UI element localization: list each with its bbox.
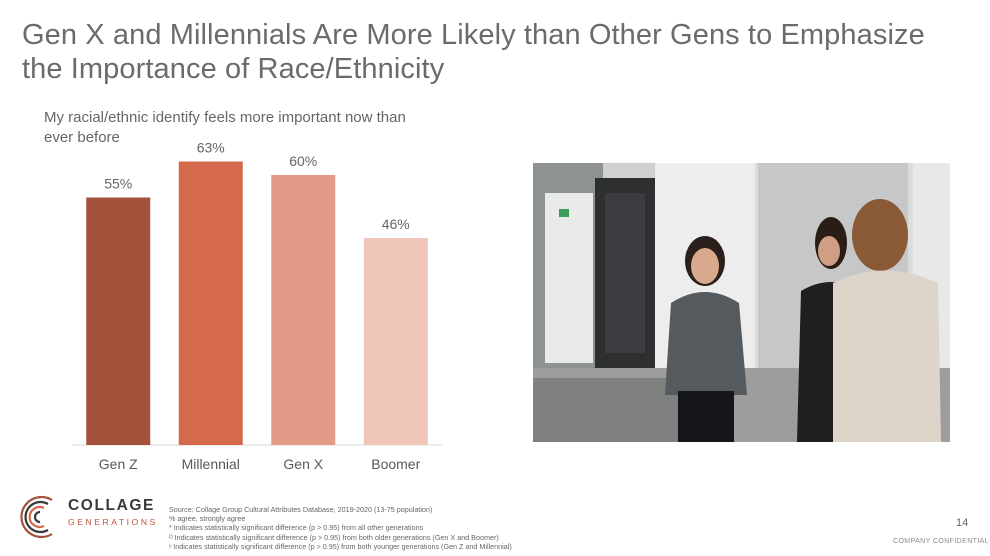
data-label: 46% [382,216,410,232]
logo-name: COLLAGE [68,497,155,514]
bar-millennial [178,161,243,445]
x-tick-label: Millennial [182,456,240,472]
footnote-all-other: * Indicates statistically significant di… [169,523,424,533]
footnote-base: % agree, strongly agree [169,514,246,524]
bar-gen-x [271,175,336,445]
collage-logo-mark-icon [20,495,53,539]
photo-three-women [533,163,950,442]
x-tick-label: Boomer [371,456,420,472]
data-label: 63% [197,140,225,156]
footnote-older: ᴼ Indicates statistically significant di… [169,532,499,542]
footnote-source: Source: Collage Group Cultural Attribute… [169,505,433,514]
data-label: 55% [104,176,132,192]
logo-subname: GENERATIONS [68,517,158,527]
confidential-label: COMPANY CONFIDENTIAL [893,538,990,545]
page-number: 14 [956,517,969,529]
slide-title: Gen X and Millennials Are More Likely th… [22,19,925,85]
x-tick-label: Gen X [283,456,323,472]
bar-boomer [363,238,428,445]
collage-generations-logo: COLLAGE GENERATIONS [14,488,164,548]
chart-subtitle: My racial/ethnic identify feels more imp… [44,109,406,146]
footnotes: Source: Collage Group Cultural Attribute… [169,505,729,551]
bar-gen-z [86,197,151,445]
data-label: 60% [289,153,317,169]
footnote-younger: ʸ Indicates statistically significant di… [169,541,512,551]
x-tick-label: Gen Z [99,456,138,472]
